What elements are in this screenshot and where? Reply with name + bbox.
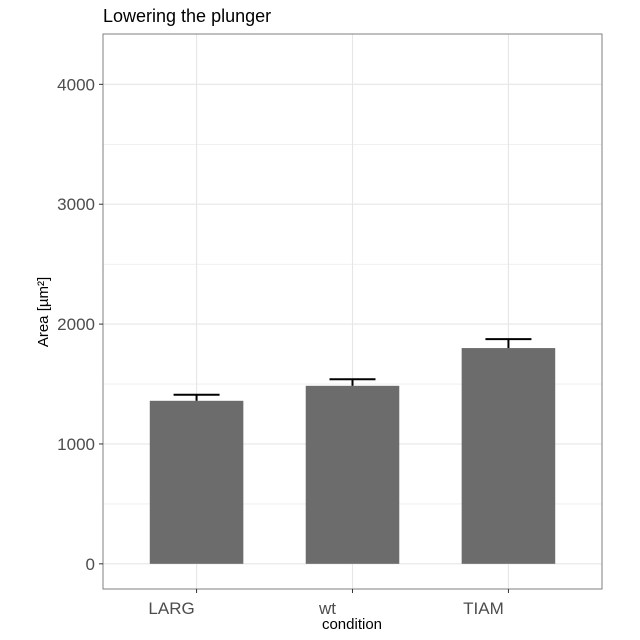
- error-bars: [173, 338, 532, 401]
- bar-larg: [149, 400, 244, 564]
- chart-title: Lowering the plunger: [103, 6, 271, 26]
- x-axis-ticks: LARG wt TIAM: [148, 589, 509, 618]
- x-tick-label-tiam: TIAM: [463, 599, 504, 618]
- bar-tiam: [461, 348, 556, 564]
- y-axis-ticks: 0 1000 2000 3000 4000: [57, 75, 103, 574]
- y-tick-label: 0: [86, 555, 95, 574]
- x-tick-label-wt: wt: [318, 599, 336, 618]
- bars: [149, 348, 556, 564]
- y-tick-label: 1000: [57, 435, 95, 454]
- y-tick-label: 3000: [57, 195, 95, 214]
- x-tick-label-larg: LARG: [148, 599, 194, 618]
- x-axis-title: condition: [322, 616, 382, 633]
- y-axis-title: Area [µm²]: [35, 277, 52, 347]
- bar-wt: [305, 385, 400, 564]
- y-tick-label: 4000: [57, 75, 95, 94]
- y-tick-label: 2000: [57, 315, 95, 334]
